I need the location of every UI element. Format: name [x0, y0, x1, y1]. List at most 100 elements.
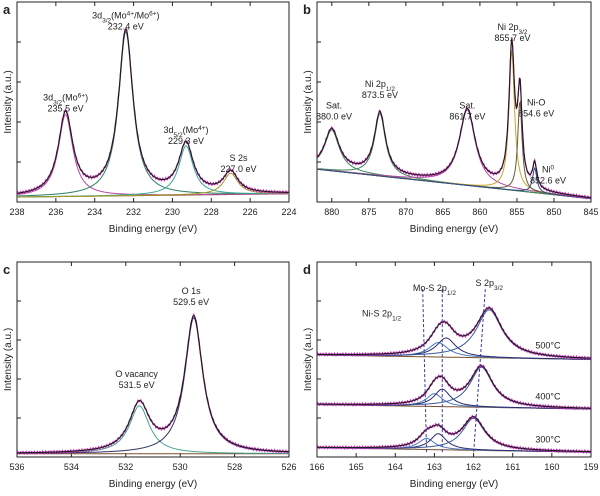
component-peak-161.8-1 [317, 366, 591, 409]
panel-letter-d: d [303, 262, 311, 277]
x-tick-label: 161 [505, 462, 520, 472]
plot-frame [16, 261, 290, 458]
temperature-label: 300°C [535, 435, 561, 445]
peak-annotation: 229.3 eV [168, 136, 204, 146]
peak-annotation: 3d3/2(Mo6+) [43, 92, 88, 106]
x-tick-label: 860 [472, 207, 487, 217]
x-tick-label: 526 [281, 462, 296, 472]
x-tick-label: 870 [398, 207, 413, 217]
temperature-label: 400°C [535, 391, 561, 401]
peak-annotation: 232.4 eV [108, 21, 144, 31]
x-tick-label: 850 [546, 207, 561, 217]
peak-annotation: 854.6 eV [518, 108, 554, 118]
y-axis-label: Intensity (a.u.) [303, 328, 314, 391]
component-peak-852.6 [317, 166, 591, 200]
component-peak-531.5 [17, 405, 289, 454]
x-tick-label: 845 [583, 207, 598, 217]
x-tick-label: 224 [281, 207, 296, 217]
peak-annotation: Sat. [326, 101, 342, 111]
peak-annotation: 861.7 eV [449, 112, 485, 122]
component-peak-161.6-2 [317, 309, 591, 359]
y-axis-label: Intensity (a.u.) [3, 70, 14, 133]
fitted-envelope [317, 38, 591, 199]
x-axis-label: Binding energy (eV) [109, 224, 197, 235]
peak-annotation: 235.5 eV [48, 103, 84, 113]
x-tick-label: 230 [165, 207, 180, 217]
x-tick-label: 530 [173, 462, 188, 472]
peak-annotation: 880.0 eV [316, 112, 352, 122]
x-tick-label: 228 [204, 207, 219, 217]
x-tick-label: 166 [309, 462, 324, 472]
component-peak-235.5 [17, 114, 289, 196]
x-tick-label: 536 [9, 462, 24, 472]
guide-dashed-line [422, 289, 428, 454]
x-tick-label: 163 [427, 462, 442, 472]
panel-c: c 536 534 532 530 528 526 Binding energy (eV) In… [3, 261, 297, 490]
fitted-envelope-2 [317, 307, 591, 359]
panel-b: b 880 875 870 865 860 855 850 845 Binding energy … [303, 1, 599, 235]
guide-dashed-line [473, 289, 486, 454]
x-axis-label: Binding energy (eV) [410, 479, 498, 490]
raw-spectrum-1 [317, 363, 591, 411]
plot-area [17, 312, 289, 456]
x-tick-label: 528 [227, 462, 242, 472]
x-tick-label: 159 [583, 462, 598, 472]
component-peak-529.5 [17, 317, 289, 454]
peak-annotation: S 2p3/2 [475, 278, 503, 292]
raw-spectrum [17, 312, 289, 456]
peak-annotation: 3d5/2(Mo4+) [164, 125, 209, 139]
peak-annotation: O vacancy [115, 369, 158, 379]
peak-annotation: 531.5 eV [119, 380, 155, 390]
panel-d: d 166 165 164 163 162 161 160 159 Binding energy … [303, 261, 599, 490]
panel-letter-b: b [303, 2, 311, 17]
fitted-envelope-1 [317, 365, 591, 409]
peak-annotation: Ni 2p3/2 [497, 22, 527, 35]
peak-annotation: Ni-O [527, 97, 546, 107]
x-tick-label: 532 [118, 462, 133, 472]
temperature-label: 500°C [535, 340, 561, 350]
raw-spectrum-2 [317, 305, 591, 361]
fitted-envelope [17, 314, 289, 454]
x-tick-label: 865 [435, 207, 450, 217]
peak-annotation: 227.0 eV [220, 164, 256, 174]
fitted-envelope-0 [317, 416, 591, 453]
x-tick-label: 164 [388, 462, 403, 472]
x-tick-label: 160 [544, 462, 559, 472]
x-tick-label: 232 [126, 207, 141, 217]
raw-spectrum-0 [317, 414, 591, 455]
peak-annotation: Ni 2p1/2 [365, 79, 395, 93]
panel-a: a 238 236 234 232 230 228 226 224 Binding energy … [3, 1, 297, 235]
plot-area [317, 37, 591, 200]
peak-annotation: O 1s [182, 286, 202, 296]
component-peak-227 [17, 172, 289, 198]
x-tick-label: 855 [509, 207, 524, 217]
plot-frame [16, 1, 290, 203]
peak-annotation: 852.6 eV [530, 175, 566, 185]
x-tick-label: 162 [466, 462, 481, 472]
peak-annotation: Mo-S 2p1/2 [413, 283, 456, 297]
x-tick-label: 875 [361, 207, 376, 217]
x-tick-label: 880 [324, 207, 339, 217]
x-tick-label: 234 [87, 207, 102, 217]
x-tick-label: 165 [349, 462, 364, 472]
plot-area [17, 27, 289, 198]
plot-frame [316, 1, 592, 203]
x-tick-label: 238 [9, 207, 24, 217]
peak-annotation: 3d3/2(Mo4+/Mo6+) [92, 10, 159, 24]
x-axis-label: Binding energy (eV) [109, 479, 197, 490]
peak-annotation: Ni0 [542, 164, 555, 175]
x-tick-label: 534 [64, 462, 79, 472]
x-tick-label: 236 [48, 207, 63, 217]
y-axis-label: Intensity (a.u.) [303, 70, 314, 133]
plot-area [317, 289, 591, 455]
x-axis-label: Binding energy (eV) [410, 224, 498, 235]
x-tick-label: 226 [243, 207, 258, 217]
fitted-envelope [17, 28, 289, 194]
y-axis-label: Intensity (a.u.) [3, 328, 14, 391]
peak-annotation: Ni-S 2p1/2 [362, 308, 401, 322]
peak-annotation: 873.5 eV [362, 90, 398, 100]
peak-annotation: Sat. [459, 101, 475, 111]
peak-annotation: 529.5 eV [173, 297, 209, 307]
panel-letter-c: c [3, 262, 10, 277]
